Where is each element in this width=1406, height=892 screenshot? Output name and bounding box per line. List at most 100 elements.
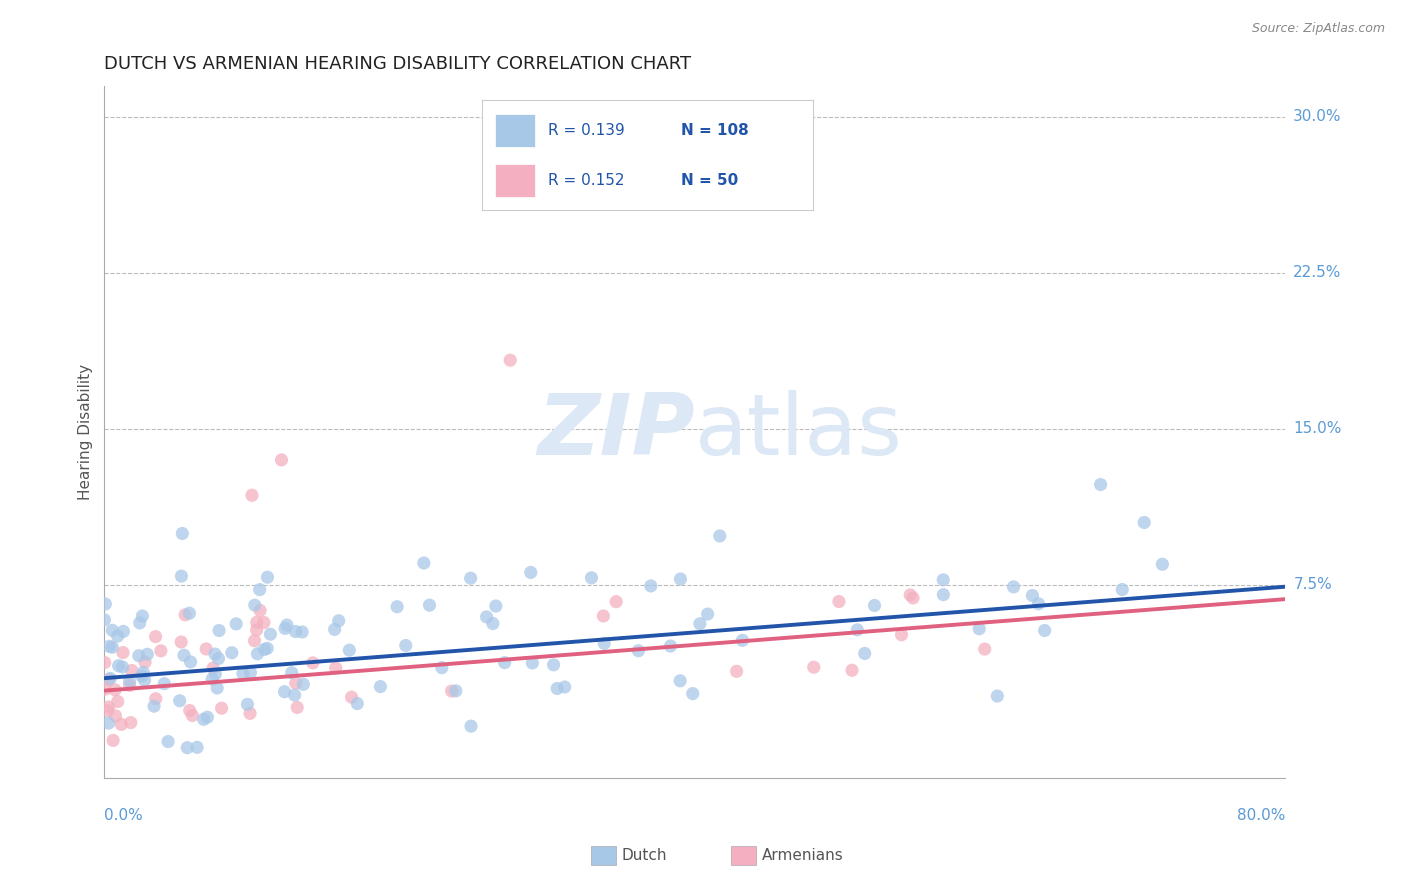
Point bbox=[131, 669, 153, 683]
Point bbox=[179, 704, 201, 718]
Point bbox=[134, 673, 156, 688]
Point bbox=[195, 710, 218, 724]
Point bbox=[193, 712, 215, 726]
Text: 30.0%: 30.0% bbox=[1294, 110, 1341, 125]
Point bbox=[240, 488, 263, 502]
Point bbox=[107, 629, 129, 643]
Point bbox=[554, 680, 576, 694]
Point bbox=[101, 640, 124, 655]
Point bbox=[111, 660, 134, 674]
Y-axis label: Hearing Disability: Hearing Disability bbox=[79, 364, 93, 500]
Point bbox=[803, 660, 825, 674]
Point bbox=[180, 655, 202, 669]
Point bbox=[640, 579, 662, 593]
Point bbox=[128, 615, 150, 630]
Text: Dutch: Dutch bbox=[621, 848, 666, 863]
Point bbox=[225, 616, 247, 631]
Point bbox=[346, 697, 368, 711]
Point bbox=[236, 698, 259, 712]
Point bbox=[440, 684, 463, 698]
Point bbox=[1002, 580, 1025, 594]
Point bbox=[104, 709, 127, 723]
Point bbox=[173, 648, 195, 663]
Point bbox=[973, 642, 995, 657]
Point bbox=[120, 715, 142, 730]
Point bbox=[246, 623, 269, 637]
Point bbox=[181, 708, 204, 723]
Point bbox=[325, 661, 347, 675]
Text: 22.5%: 22.5% bbox=[1294, 265, 1341, 280]
Text: 7.5%: 7.5% bbox=[1294, 577, 1331, 592]
Point bbox=[967, 622, 990, 636]
Point bbox=[94, 597, 117, 611]
Point bbox=[430, 661, 453, 675]
Point bbox=[1133, 516, 1156, 530]
Point bbox=[107, 658, 129, 673]
Text: 0.0%: 0.0% bbox=[104, 808, 143, 823]
Point bbox=[682, 687, 704, 701]
Point bbox=[280, 665, 302, 680]
Point bbox=[485, 599, 508, 613]
Point bbox=[846, 623, 869, 637]
Point bbox=[259, 627, 281, 641]
Point bbox=[211, 701, 233, 715]
Point bbox=[111, 646, 134, 660]
Point bbox=[172, 526, 194, 541]
Point bbox=[659, 639, 682, 653]
Point bbox=[475, 610, 498, 624]
Point bbox=[256, 570, 278, 584]
Point bbox=[93, 656, 115, 670]
Point bbox=[284, 624, 307, 639]
Point bbox=[890, 628, 912, 642]
Text: DUTCH VS ARMENIAN HEARING DISABILITY CORRELATION CHART: DUTCH VS ARMENIAN HEARING DISABILITY COR… bbox=[104, 55, 692, 73]
Point bbox=[253, 615, 276, 630]
Point bbox=[444, 684, 467, 698]
Point bbox=[186, 740, 208, 755]
Point bbox=[207, 651, 229, 665]
Point bbox=[112, 624, 135, 639]
Point bbox=[201, 672, 224, 686]
Text: 80.0%: 80.0% bbox=[1237, 808, 1285, 823]
Point bbox=[709, 529, 731, 543]
Point bbox=[136, 648, 159, 662]
Point bbox=[853, 647, 876, 661]
Point bbox=[239, 706, 262, 721]
Point bbox=[323, 623, 346, 637]
Point bbox=[284, 676, 307, 690]
Point bbox=[418, 598, 440, 612]
Point bbox=[249, 603, 271, 617]
Point bbox=[669, 572, 692, 586]
Text: 15.0%: 15.0% bbox=[1294, 421, 1341, 436]
Point bbox=[256, 641, 278, 656]
Point bbox=[932, 588, 955, 602]
Point bbox=[772, 168, 794, 182]
Point bbox=[131, 609, 153, 624]
Point bbox=[337, 643, 360, 657]
Point bbox=[898, 588, 921, 602]
Point bbox=[107, 694, 129, 708]
Point bbox=[145, 630, 167, 644]
Point bbox=[253, 642, 276, 657]
Point bbox=[153, 676, 176, 690]
Text: Armenians: Armenians bbox=[762, 848, 844, 863]
Point bbox=[204, 647, 226, 661]
Point bbox=[1111, 582, 1133, 597]
Point bbox=[132, 665, 155, 680]
Point bbox=[94, 682, 117, 697]
Point bbox=[605, 595, 627, 609]
Point bbox=[97, 704, 120, 718]
Point bbox=[669, 673, 692, 688]
Point bbox=[97, 700, 120, 714]
Point bbox=[986, 689, 1008, 703]
Point bbox=[328, 614, 350, 628]
Point bbox=[863, 599, 886, 613]
Point bbox=[134, 655, 156, 669]
Point bbox=[725, 665, 748, 679]
Point bbox=[246, 647, 269, 661]
Point bbox=[202, 661, 225, 675]
Point bbox=[284, 688, 307, 702]
Point bbox=[460, 571, 482, 585]
Point bbox=[593, 636, 616, 650]
Point bbox=[170, 569, 193, 583]
Point bbox=[901, 591, 924, 605]
